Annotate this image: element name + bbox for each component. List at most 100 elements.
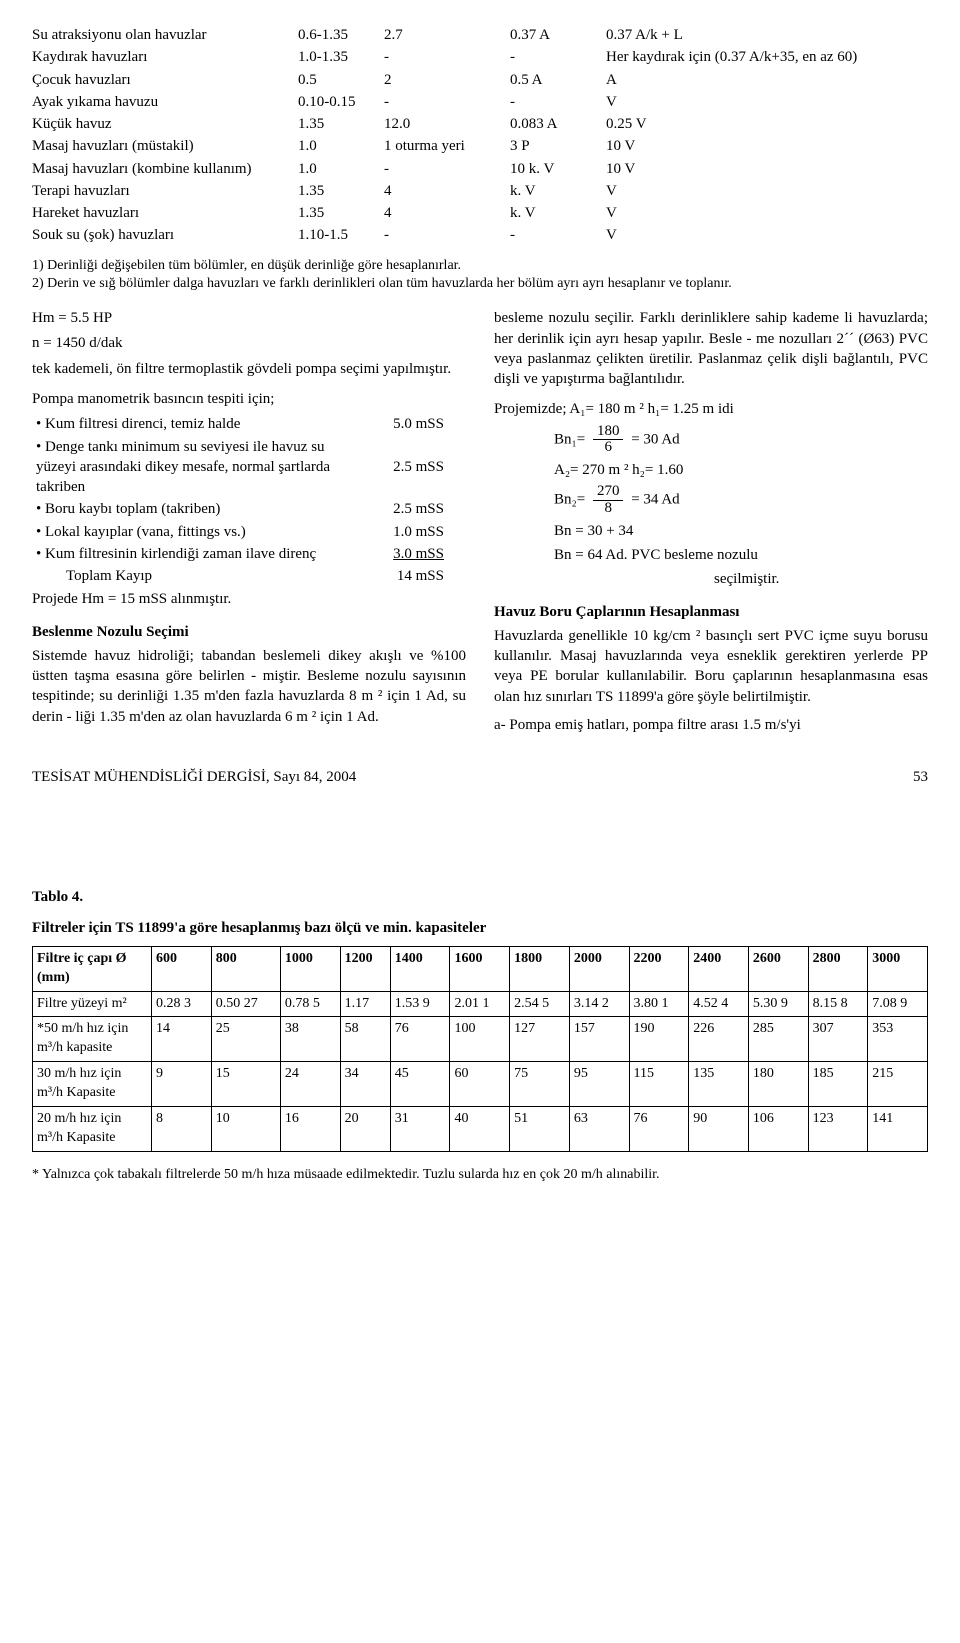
table-cell: 10 V bbox=[606, 135, 872, 157]
table-cell: 20 bbox=[340, 1107, 390, 1152]
table-row: 20 m/h hız için m³/h Kapasite81016203140… bbox=[33, 1107, 928, 1152]
table-cell: 1.0 bbox=[298, 158, 384, 180]
column-header: 2400 bbox=[689, 946, 749, 991]
table-cell: 40 bbox=[450, 1107, 510, 1152]
table-cell: 115 bbox=[629, 1062, 689, 1107]
table-cell: 157 bbox=[569, 1017, 629, 1062]
table-cell: 4 bbox=[384, 202, 510, 224]
table-cell: V bbox=[606, 91, 872, 113]
table-cell: Masaj havuzları (müstakil) bbox=[32, 135, 298, 157]
column-header: 1200 bbox=[340, 946, 390, 991]
table-row: Hareket havuzları1.354k. VV bbox=[32, 202, 872, 224]
bn2-fraction: 270 8 bbox=[593, 484, 624, 517]
note-1: 1) Derinliği değişebilen tüm bölümler, e… bbox=[32, 257, 928, 276]
table-cell: 0.6-1.35 bbox=[298, 24, 384, 46]
loss-row: • Boru kaybı toplam (takriben)2.5 mSS bbox=[32, 498, 448, 520]
table-row: Masaj havuzları (kombine kullanım)1.0-10… bbox=[32, 158, 872, 180]
table-cell: Kaydırak havuzları bbox=[32, 46, 298, 68]
table-cell: 353 bbox=[868, 1017, 928, 1062]
bn2-num: 270 bbox=[593, 484, 624, 501]
table-cell: 0.5 A bbox=[510, 69, 606, 91]
table-cell: 24 bbox=[280, 1062, 340, 1107]
bn1-right: = 30 Ad bbox=[631, 431, 679, 447]
table-cell: 1.0 bbox=[298, 135, 384, 157]
table-row: Souk su (şok) havuzları1.10-1.5--V bbox=[32, 224, 872, 246]
table-cell: k. V bbox=[510, 202, 606, 224]
table-cell: 141 bbox=[868, 1107, 928, 1152]
table-cell: Souk su (şok) havuzları bbox=[32, 224, 298, 246]
table-cell: - bbox=[384, 46, 510, 68]
loss-label: • Kum filtresi direnci, temiz halde bbox=[32, 413, 360, 435]
column-header: 2800 bbox=[808, 946, 868, 991]
pool-types-table: Su atraksiyonu olan havuzlar0.6-1.352.70… bbox=[32, 24, 872, 247]
n-value: n = 1450 d/dak bbox=[32, 333, 466, 353]
table-cell: 135 bbox=[689, 1062, 749, 1107]
table-row: *50 m/h hız için m³/h kapasite1425385876… bbox=[33, 1017, 928, 1062]
bn-total-line-2: seçilmiştir. bbox=[494, 569, 928, 589]
pipe-a-line: a- Pompa emiş hatları, pompa filtre aras… bbox=[494, 715, 928, 735]
pressure-heading: Pompa manometrik basıncın tespiti için; bbox=[32, 389, 466, 409]
table-row: Terapi havuzları1.354k. VV bbox=[32, 180, 872, 202]
bn-sum-line: Bn = 30 + 34 bbox=[494, 521, 928, 541]
loss-row: • Kum filtresinin kirlendiği zaman ilave… bbox=[32, 543, 448, 565]
column-header: 600 bbox=[152, 946, 212, 991]
project-line: Projemizde; A₁= 180 m ² h₁= 1.25 m idi bbox=[494, 399, 928, 419]
hm-value: Hm = 5.5 HP bbox=[32, 308, 466, 328]
tablo-4-title: Tablo 4. bbox=[32, 887, 928, 907]
table-row: Su atraksiyonu olan havuzlar0.6-1.352.70… bbox=[32, 24, 872, 46]
table-cell: Her kaydırak için (0.37 A/k+35, en az 60… bbox=[606, 46, 872, 68]
table-cell: 0.25 V bbox=[606, 113, 872, 135]
table-cell: V bbox=[606, 224, 872, 246]
pipe-heading: Havuz Boru Çaplarının Hesaplanması bbox=[494, 602, 928, 622]
table-cell: 190 bbox=[629, 1017, 689, 1062]
table-cell: 12.0 bbox=[384, 113, 510, 135]
table-cell: 0.78 5 bbox=[280, 991, 340, 1017]
table-row: Masaj havuzları (müstakil)1.01 oturma ye… bbox=[32, 135, 872, 157]
table-cell: 0.5 bbox=[298, 69, 384, 91]
table-cell: 307 bbox=[808, 1017, 868, 1062]
loss-label: • Lokal kayıplar (vana, fittings vs.) bbox=[32, 521, 360, 543]
table-cell: 226 bbox=[689, 1017, 749, 1062]
row-header: 20 m/h hız için m³/h Kapasite bbox=[33, 1107, 152, 1152]
table-cell: 16 bbox=[280, 1107, 340, 1152]
table-cell: 100 bbox=[450, 1017, 510, 1062]
table-cell: 95 bbox=[569, 1062, 629, 1107]
table-cell: 45 bbox=[390, 1062, 450, 1107]
table-cell: 2.54 5 bbox=[510, 991, 570, 1017]
table-cell: 0.083 A bbox=[510, 113, 606, 135]
table-cell: 76 bbox=[390, 1017, 450, 1062]
column-header: 1600 bbox=[450, 946, 510, 991]
table-cell: A bbox=[606, 69, 872, 91]
table-cell: 1.0-1.35 bbox=[298, 46, 384, 68]
journal-info: TESİSAT MÜHENDİSLİĞİ DERGİSİ, Sayı 84, 2… bbox=[32, 767, 356, 787]
note-2: 2) Derin ve sığ bölümler dalga havuzları… bbox=[32, 275, 928, 294]
bn2-left: Bn₂= bbox=[554, 492, 585, 508]
loss-value: 1.0 mSS bbox=[360, 521, 448, 543]
table-cell: 0.37 A/k + L bbox=[606, 24, 872, 46]
tablo-4-section: Tablo 4. Filtreler için TS 11899'a göre … bbox=[32, 887, 928, 1184]
table-cell: - bbox=[510, 224, 606, 246]
bn1-fraction: 180 6 bbox=[593, 424, 624, 457]
bn1-num: 180 bbox=[593, 424, 624, 441]
column-header: 2200 bbox=[629, 946, 689, 991]
table-cell: 127 bbox=[510, 1017, 570, 1062]
loss-value: 5.0 mSS bbox=[360, 413, 448, 435]
table-row: Kaydırak havuzları1.0-1.35--Her kaydırak… bbox=[32, 46, 872, 68]
column-header: 1000 bbox=[280, 946, 340, 991]
bn-total-line: Bn = 64 Ad. PVC besleme nozulu bbox=[494, 545, 928, 565]
table-cell: 90 bbox=[689, 1107, 749, 1152]
table-cell: 31 bbox=[390, 1107, 450, 1152]
table-cell: 2 bbox=[384, 69, 510, 91]
table-row: 30 m/h hız için m³/h Kapasite91524344560… bbox=[33, 1062, 928, 1107]
table-cell: 25 bbox=[211, 1017, 280, 1062]
table-row: Filtre yüzeyi m²0.28 30.50 270.78 51.171… bbox=[33, 991, 928, 1017]
bn1-line: Bn₁= 180 6 = 30 Ad bbox=[494, 424, 928, 457]
table-cell: 1.35 bbox=[298, 202, 384, 224]
loss-value: 2.5 mSS bbox=[360, 498, 448, 520]
pipe-body: Havuzlarda genellikle 10 kg/cm ² basınçl… bbox=[494, 626, 928, 707]
table-cell: 15 bbox=[211, 1062, 280, 1107]
table-cell: V bbox=[606, 180, 872, 202]
table-cell: 0.37 A bbox=[510, 24, 606, 46]
loss-row: • Denge tankı minimum su seviyesi ile ha… bbox=[32, 436, 448, 499]
nozzle-heading: Beslenme Nozulu Seçimi bbox=[32, 622, 466, 642]
